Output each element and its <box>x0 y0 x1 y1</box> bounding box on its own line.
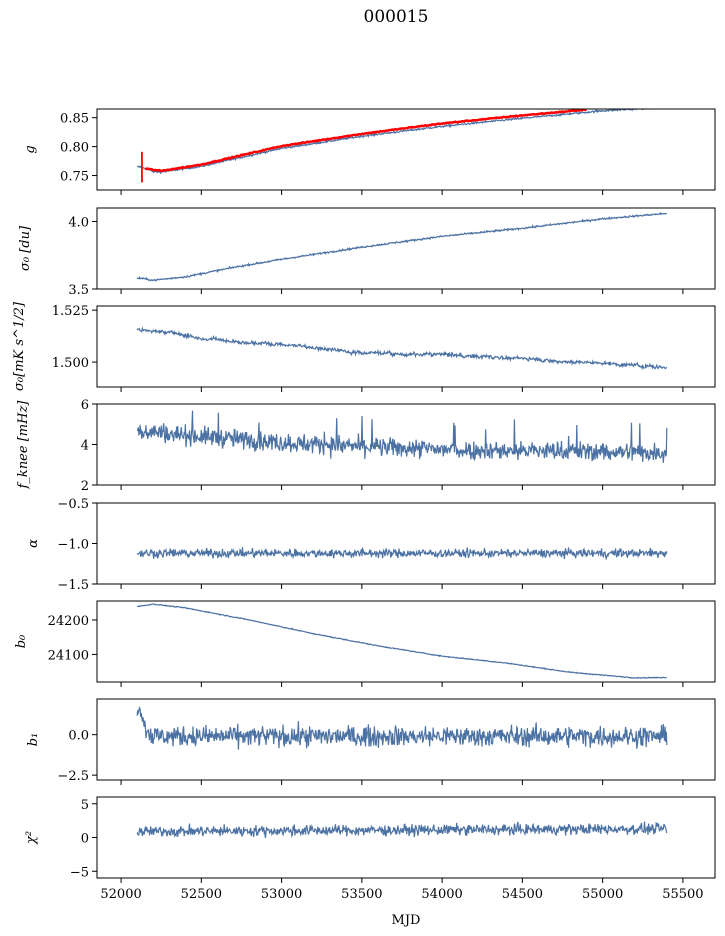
y-tick-label: 6 <box>81 398 89 413</box>
series-line-panel-1 <box>137 109 660 175</box>
y-axis-label: σ₀ [du] <box>18 225 33 271</box>
y-axis-label: σ₀[mK s^1/2] <box>12 301 27 391</box>
y-tick-label: 0 <box>81 832 89 847</box>
series-line-panel-7 <box>136 706 668 750</box>
y-tick-label: −0.5 <box>57 497 89 512</box>
panel-3: 1.500 1.525 σ₀[mK s^1/2] <box>12 301 716 392</box>
series-line-panel-3 <box>136 326 668 371</box>
panel-frame <box>96 108 716 191</box>
y-tick-label: 1.500 <box>52 356 89 371</box>
y-axis-label: b₁ <box>26 733 41 747</box>
y-axis-label: f_knee [mHz] <box>16 400 31 490</box>
y-tick-label: 0.75 <box>60 170 89 185</box>
y-tick-label: −2.5 <box>57 769 89 784</box>
y-tick-label: 4 <box>81 439 89 454</box>
y-tick-label: 0.0 <box>68 729 89 744</box>
x-tick-label: 52500 <box>181 887 222 902</box>
y-tick-label: 3.5 <box>68 283 89 298</box>
panel-frame <box>96 403 716 486</box>
y-tick-label: 24100 <box>48 648 89 663</box>
x-tick-label: 55000 <box>582 887 623 902</box>
panel-frame <box>96 502 716 585</box>
y-tick-label: 1.525 <box>52 304 89 319</box>
panel-8: 52000 52500 53000 53500 54000 54500 55000 55500… <box>24 796 716 902</box>
panel-frame <box>96 796 716 879</box>
y-tick-label: 2 <box>81 479 89 494</box>
y-tick-label: 0.85 <box>60 112 89 127</box>
x-tick-label: 54500 <box>502 887 543 902</box>
panel-frame <box>96 600 716 683</box>
series-line-panel-2 <box>136 211 668 282</box>
figure-title: 000015 <box>364 7 429 27</box>
x-tick-label: 53500 <box>341 887 382 902</box>
x-tick-label: 55500 <box>662 887 703 902</box>
series-line-panel-6 <box>136 603 667 680</box>
panels: 0.75 0.80 0.85 g 3.5 4.0 σ₀ [du] 1.500 1.525 σ₀[m… <box>12 108 716 902</box>
panel-7: −2.5 0.0 b₁ <box>26 698 716 785</box>
series-line-panel-5 <box>136 546 668 561</box>
x-tick-label: 54000 <box>421 887 462 902</box>
y-axis-label: α <box>26 539 41 548</box>
y-tick-label: −1.0 <box>57 538 89 553</box>
panel-5: −1.5 −1.0 −0.5 α <box>26 497 716 593</box>
panel-frame <box>96 207 716 290</box>
panel-6: 24100 24200 b₀ <box>14 600 716 687</box>
y-tick-label: 0.80 <box>60 141 89 156</box>
x-tick-label: 53000 <box>261 887 302 902</box>
y-tick-label: 4.0 <box>68 216 89 231</box>
panel-frame <box>96 698 716 781</box>
y-axis-label: χ² <box>24 831 39 845</box>
panel-4: 2 4 6 f_knee [mHz] <box>16 398 716 494</box>
y-tick-label: 24200 <box>48 614 89 629</box>
series-line-panel-4 <box>136 410 668 463</box>
series-line-panel-8 <box>136 821 668 839</box>
y-axis-label: g <box>23 145 38 153</box>
panel-2: 3.5 4.0 σ₀ [du] <box>18 207 716 298</box>
fit-line <box>144 109 587 173</box>
panel-frame <box>96 305 716 388</box>
y-tick-label: −5 <box>70 865 89 880</box>
x-axis-label: MJD <box>392 913 421 928</box>
y-tick-label: −1.5 <box>57 578 89 593</box>
y-tick-label: 5 <box>81 798 89 813</box>
panel-1: 0.75 0.80 0.85 g <box>23 108 716 195</box>
y-axis-label: b₀ <box>14 634 29 648</box>
x-tick-label: 52000 <box>100 887 141 902</box>
